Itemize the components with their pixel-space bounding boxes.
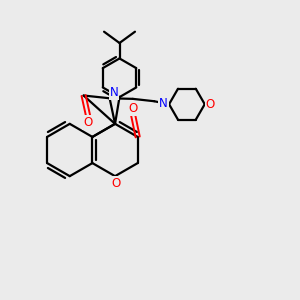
Text: O: O: [206, 98, 215, 111]
Text: O: O: [83, 116, 93, 129]
Text: O: O: [111, 177, 120, 190]
Text: N: N: [159, 97, 168, 110]
Text: O: O: [129, 103, 138, 116]
Text: N: N: [110, 86, 118, 99]
